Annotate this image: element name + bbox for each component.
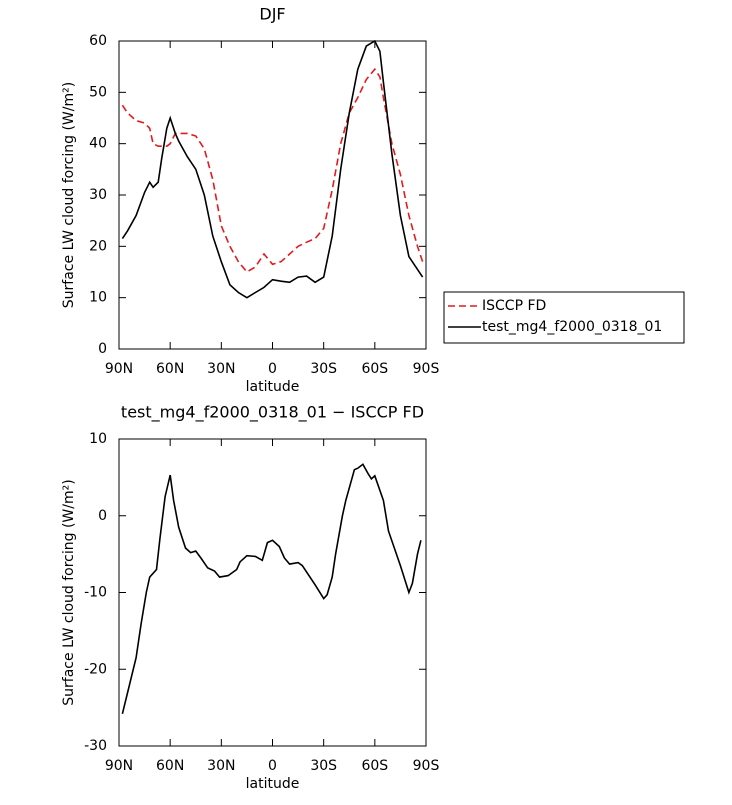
y-tick-label: 40: [89, 136, 107, 152]
x-tick-label: 0: [268, 758, 277, 774]
x-axis-label: latitude: [246, 379, 300, 395]
data-line: [121, 463, 422, 714]
x-tick-label: 90N: [105, 361, 133, 377]
y-tick-label: 60: [89, 33, 107, 49]
chart-title: DJF: [259, 5, 285, 24]
legend-box: [443, 291, 685, 344]
y-tick-label: 20: [89, 238, 107, 254]
x-tick-label: 60N: [156, 758, 184, 774]
legend-label: test_mg4_f2000_0318_01: [482, 319, 662, 335]
x-axis-label: latitude: [246, 776, 300, 792]
plot-frame: [118, 40, 427, 350]
y-tick-label: 10: [89, 290, 107, 306]
data-line: [121, 39, 424, 299]
y-axis-label: Surface LW cloud forcing (W/m²): [61, 82, 77, 308]
x-tick-label: 60S: [361, 361, 388, 377]
x-tick-label: 90S: [413, 758, 440, 774]
x-tick-label: 60N: [156, 361, 184, 377]
x-tick-label: 30N: [207, 361, 235, 377]
y-tick-label: 10: [89, 431, 107, 447]
chart-title: test_mg4_f2000_0318_01 − ISCCP FD: [121, 403, 424, 423]
y-tick-label: -10: [84, 585, 107, 601]
x-tick-label: 60S: [361, 758, 388, 774]
y-tick-label: -20: [84, 661, 107, 677]
y-tick-label: 0: [98, 508, 107, 524]
y-tick-label: -30: [84, 738, 107, 754]
plot-frame: [118, 438, 427, 747]
legend-label: ISCCP FD: [482, 298, 546, 314]
x-tick-label: 0: [268, 361, 277, 377]
data-line: [121, 67, 424, 274]
y-axis-label: Surface LW cloud forcing (W/m²): [61, 479, 77, 705]
x-tick-label: 30N: [207, 758, 235, 774]
x-tick-label: 90N: [105, 758, 133, 774]
x-tick-label: 30S: [310, 361, 337, 377]
y-tick-label: 50: [89, 84, 107, 100]
y-tick-label: 0: [98, 341, 107, 357]
x-tick-label: 90S: [413, 361, 440, 377]
y-tick-label: 30: [89, 187, 107, 203]
x-tick-label: 30S: [310, 758, 337, 774]
